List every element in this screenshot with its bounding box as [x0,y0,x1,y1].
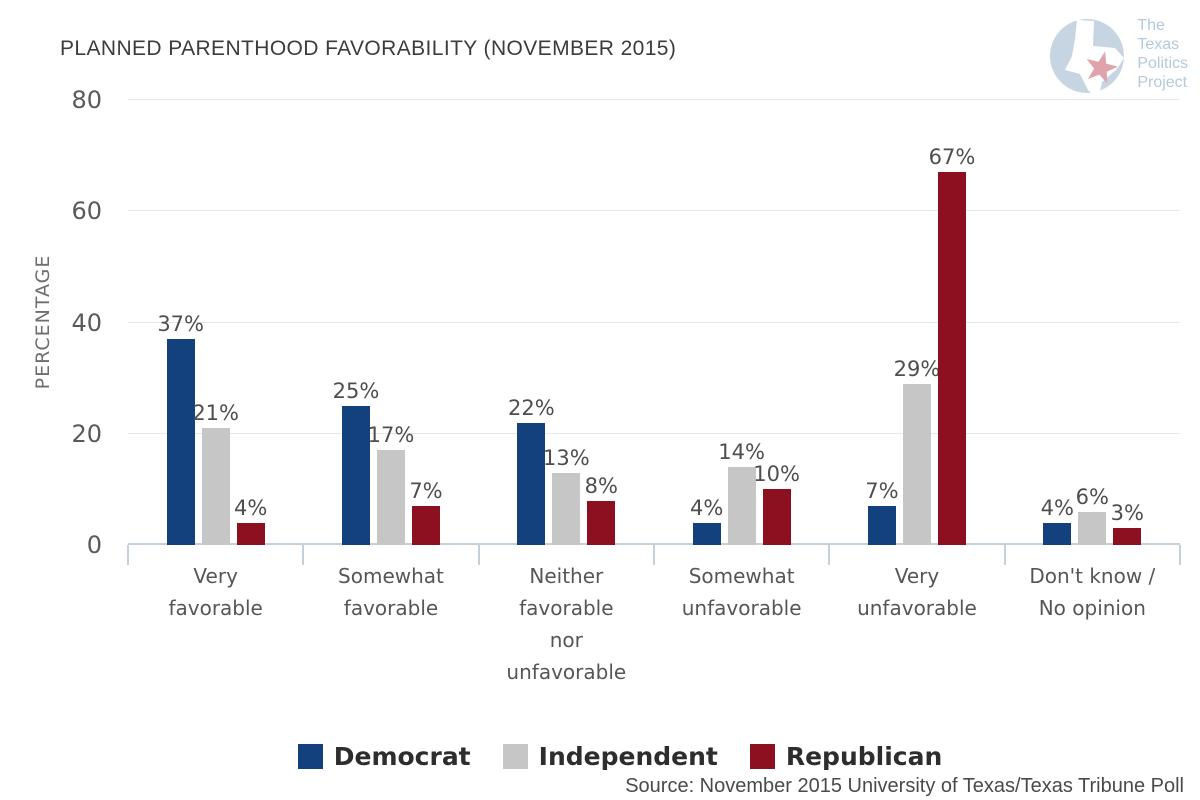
legend-item-republican: Republican [749,742,943,771]
bar-democrat: 25% [333,379,379,545]
logo-line: Texas [1137,36,1180,53]
bar-independent: 29% [894,357,940,545]
x-axis-labels: Very favorable Somewhat favorable Neither … [128,560,1180,688]
texas-politics-logo-icon [1050,19,1125,100]
legend-swatch [502,744,528,769]
x-axis-tick [828,545,831,565]
texas-politics-logo: The Texas Politics Project [1045,8,1188,104]
bar-value-label: 8% [584,473,618,498]
logo-line: Project [1137,74,1188,91]
source-text: Source: November 2015 University of Texa… [625,775,1184,797]
legend-label: Democrat [333,742,471,771]
bar-value-label: 37% [157,312,204,337]
chart-title: PLANNED PARENTHOOD FAVORABILITY (NOVEMBE… [60,37,677,60]
bar-republican: 7% [409,479,443,545]
bar-independent: 17% [368,423,414,545]
x-axis-tick [1003,545,1006,565]
bar-group: 7% 29% 67% [829,100,1004,545]
category-cell: Very favorable [128,560,303,688]
bar-democrat: 7% [865,479,899,545]
bar-republican: 67% [929,145,975,545]
bar-value-label: 4% [689,495,724,520]
legend-item-independent: Independent [502,742,718,771]
bar-value-label: 13% [542,445,590,470]
category-cell: Don't know / No opinion [1005,560,1180,688]
category-label: Somewhat favorable [338,564,444,620]
y-tick-label: 40 [71,308,102,337]
bar-value-label: 4% [233,495,268,520]
category-label: Somewhat unfavorable [681,564,802,620]
legend-label: Republican [785,742,943,771]
bar-republican: 4% [234,496,267,545]
bar-republican: 3% [1111,501,1144,545]
bar-democrat: 4% [1041,496,1074,545]
y-tick-label: 80 [71,86,102,114]
x-axis-tick [1179,545,1181,565]
texas-politics-logo-text: The Texas Politics Project [1137,8,1188,92]
category-label: Neither favorable nor unfavorable [506,564,627,684]
y-tick-label: 20 [71,419,102,448]
bar-independent: 6% [1076,485,1109,545]
bar-democrat: 37% [157,312,204,545]
y-tick-label: 60 [71,197,102,226]
bar-value-label: 25% [332,378,380,403]
legend-item-democrat: Democrat [297,742,471,771]
bar-democrat: 4% [690,496,723,545]
category-cell: Somewhat unfavorable [654,560,829,688]
x-axis-tick [302,545,305,565]
legend-swatch [749,744,775,769]
bar-value-label: 17% [367,423,415,448]
bar-group: 4% 14% 10% [654,100,829,545]
plot-area: 37% 21% 4% 25% 17% 7% 22% 13% 8% 4% 14% 10% 7% 29% 67%… [127,99,1181,565]
y-axis-ticks: 0 20 40 60 80 [0,86,102,559]
category-label: Very favorable [168,564,263,620]
x-axis-line [128,543,1180,545]
bar-value-label: 67% [928,145,976,170]
bar-independent: 14% [718,440,765,545]
x-axis-tick [127,545,129,565]
y-tick-label: 0 [86,531,102,559]
bar-group: 4% 6% 3% [1005,100,1180,545]
category-cell: Neither favorable nor unfavorable [479,560,654,688]
gridline-80 [128,99,1180,100]
category-cell: Somewhat favorable [303,560,478,688]
bar-value-label: 4% [1040,495,1074,520]
bar-group: 25% 17% 7% [303,100,478,545]
bar-value-label: 14% [718,440,765,465]
bar-democrat: 22% [508,396,555,545]
legend: Democrat Independent Republican [40,742,1200,771]
legend-label: Independent [538,742,718,771]
bar-value-label: 3% [1110,501,1144,526]
x-axis-tick [653,545,655,565]
bar-independent: 21% [192,401,239,545]
gridline-20 [128,432,1180,434]
bar-value-label: 7% [865,479,899,504]
logo-line: Politics [1137,55,1188,72]
bar-groups: 37% 21% 4% 25% 17% 7% 22% 13% 8% 4% 14% 10% 7% 29% 67%… [128,100,1180,545]
bar-republican: 8% [585,474,618,545]
legend-swatch [297,744,323,769]
gridline-60 [128,210,1180,212]
bar-value-label: 21% [192,401,239,426]
category-cell: Very unfavorable [829,560,1004,688]
bar-value-label: 22% [507,395,555,420]
gridline-40 [128,321,1180,323]
bar-value-label: 6% [1075,484,1109,509]
bar-value-label: 10% [753,462,800,487]
bar-value-label: 7% [409,479,443,504]
x-axis-tick [477,545,480,565]
category-label: Very unfavorable [857,564,977,620]
bar-group: 22% 13% 8% [479,100,654,545]
bar-value-label: 29% [893,356,941,381]
bar-independent: 13% [543,446,590,545]
bar-republican: 10% [753,462,800,545]
logo-line: The [1137,17,1165,34]
bar-group: 37% 21% 4% [128,100,303,545]
category-label: Don't know / No opinion [1029,564,1156,620]
